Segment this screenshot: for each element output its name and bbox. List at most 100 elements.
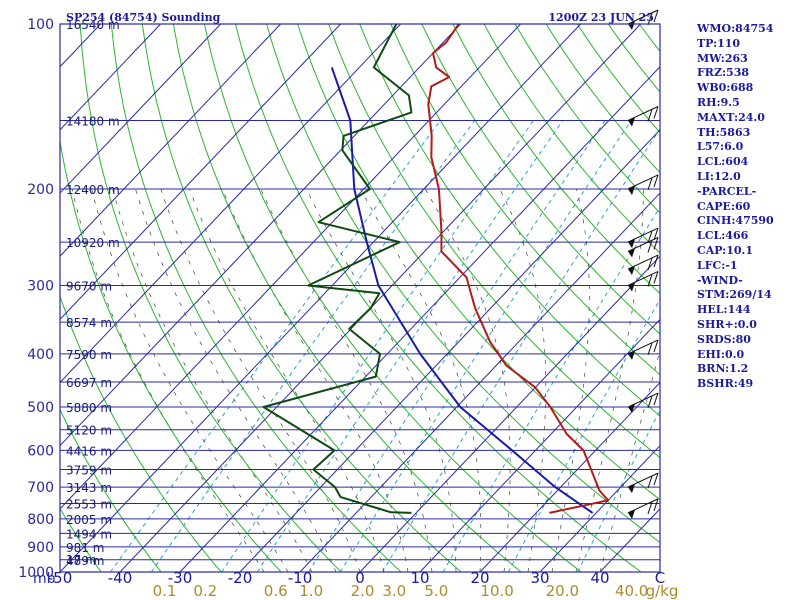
temperature-tick-label: 10: [410, 569, 429, 587]
height-label: 6697 m: [66, 376, 112, 390]
mixing-ratio-line: [442, 206, 660, 572]
isotherm-line: [60, 24, 221, 194]
stat-item: SHR+:0.0: [697, 317, 757, 331]
mixing-ratio-tick-label: 5.0: [424, 582, 448, 600]
stat-item: STM:269/14: [697, 288, 772, 302]
stat-item: TH:5863: [697, 125, 751, 139]
pressure-label: 600: [27, 443, 54, 459]
height-label: 3143 m: [66, 481, 112, 495]
stat-item: EHI:0.0: [697, 347, 745, 361]
mixing-ratio-tick-label: 1.0: [299, 582, 323, 600]
isotherm-line: [119, 24, 641, 572]
stat-item: SRDS:80: [697, 332, 751, 346]
stat-item: LI:12.0: [697, 169, 741, 183]
isotherm-line: [60, 24, 461, 447]
sounding-profiles: [262, 24, 610, 514]
height-labels: 16540 m 14180 m 12400 m 10920 m 9670 m 8574 m…: [66, 18, 120, 568]
stat-item: MW:263: [697, 51, 748, 65]
mixing-ratio-tick-label: 10.0: [480, 582, 513, 600]
isotherm-line: [60, 24, 281, 257]
wind-barb: [627, 227, 659, 249]
mixing-ratio-tick-label: 0.2: [193, 582, 217, 600]
moist-adiabat-line: [599, 349, 660, 572]
temperature-tick-label: 0: [355, 569, 365, 587]
stat-item: BSHR:49: [697, 377, 754, 391]
isotherm-line: [359, 255, 660, 572]
stat-item: BRN:1.2: [697, 362, 749, 376]
pressure-label: 200: [27, 182, 54, 198]
isotherm-line: [479, 381, 660, 572]
mixing-ratio-tick-label: 0.1: [153, 582, 177, 600]
isotherm-line: [60, 24, 521, 510]
parcel-path-line: [330, 67, 594, 514]
stat-item: CAPE:60: [697, 199, 751, 213]
temperature-tick-label: 30: [530, 569, 549, 587]
stat-item: WB0:688: [697, 81, 754, 95]
pressure-label: 100: [27, 17, 54, 33]
stat-item: -PARCEL-: [697, 184, 757, 198]
temperature-tick-label: -50: [48, 569, 73, 587]
temperature-tick-label: C: [655, 569, 665, 587]
height-label: 3759 m: [66, 463, 112, 477]
pressure-label: 400: [27, 347, 54, 363]
wind-barb: [627, 236, 659, 258]
stat-item: CAP:10.1: [697, 243, 754, 257]
wind-barb: [627, 174, 659, 195]
mixing-ratio-tick-label: 2.0: [351, 582, 375, 600]
stat-item: TP:110: [697, 36, 741, 50]
isotherm-line: [60, 24, 401, 384]
stat-item: MAXT:24.0: [697, 110, 765, 124]
isotherm-line: [60, 24, 161, 131]
isotherm-line: [539, 444, 660, 572]
stat-item: LCL:604: [697, 155, 749, 169]
height-label: 17 m: [66, 553, 97, 567]
mixing-ratio-line: [221, 120, 534, 572]
wind-barb: [627, 9, 659, 30]
pressure-unit-label: mb: [33, 571, 56, 587]
temperature-tick-label: 20: [470, 569, 489, 587]
height-label: 1494 m: [66, 527, 112, 541]
mixing-ratio-tick-label: 3.0: [382, 582, 406, 600]
isotherm-line: [299, 192, 660, 572]
stat-item: FRZ:538: [697, 66, 750, 80]
mixing-ratio-unit-label: g/kg: [646, 582, 679, 600]
isotherm-line: [179, 66, 660, 572]
wind-barb: [627, 472, 659, 494]
stat-item: LFC:-1: [697, 258, 738, 272]
time-title: 1200Z 23 JUN 25: [548, 11, 654, 24]
height-label: 8574 m: [66, 316, 112, 330]
wind-barb: [627, 339, 659, 360]
height-label: 9670 m: [66, 279, 112, 293]
pressure-label: 800: [27, 512, 54, 528]
mixing-ratio-line: [381, 127, 660, 572]
temperature-tick-label: -40: [108, 569, 133, 587]
mixing-ratio-tick-label: 0.6: [264, 582, 288, 600]
temperature-tick-label: -30: [168, 569, 193, 587]
height-label: 981 m: [66, 541, 104, 555]
wind-barb: [627, 392, 659, 414]
height-label: 16540 m: [66, 18, 120, 32]
mixing-ratio-line: [308, 120, 606, 572]
stat-item: LCL:466: [697, 229, 749, 243]
mixing-ratio-line: [507, 298, 660, 572]
mixing-ratio-line: [256, 120, 564, 572]
pressure-label: 300: [27, 278, 54, 294]
moist-adiabat-line: [160, 188, 361, 572]
height-label: 2005 m: [66, 513, 112, 527]
stat-item: WMO:84754: [697, 22, 774, 35]
height-label: 2553 m: [66, 498, 112, 512]
pressure-label: 900: [27, 540, 54, 556]
mixing-ratio-tick-label: 20.0: [546, 582, 579, 600]
pressure-label: 700: [27, 480, 54, 496]
wind-barbs: [627, 9, 659, 519]
wind-barb: [627, 271, 659, 292]
height-label: 12400 m: [66, 183, 120, 197]
pressure-label: 1000: [18, 565, 54, 581]
pressure-label: 500: [27, 400, 54, 416]
height-label: 7590 m: [66, 348, 112, 362]
temperature-tick-label: 40: [590, 569, 609, 587]
plot-frame: [59, 23, 661, 573]
isotherm-line: [60, 24, 341, 321]
